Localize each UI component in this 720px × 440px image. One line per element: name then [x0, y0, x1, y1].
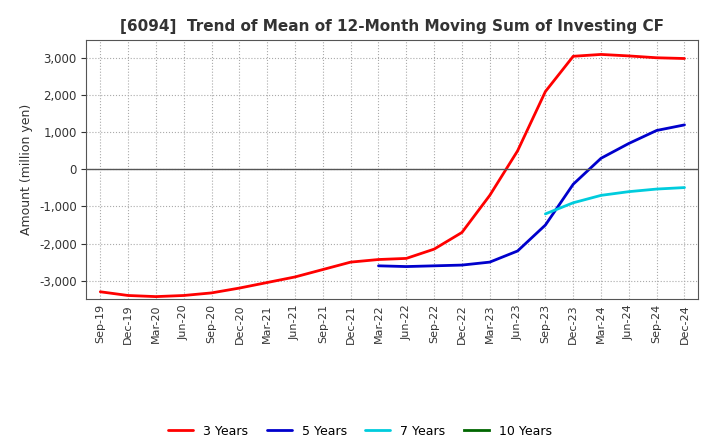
- 5 Years: [458, 262, 467, 268]
- 3 Years: [263, 280, 271, 285]
- Y-axis label: Amount (million yen): Amount (million yen): [20, 104, 33, 235]
- 3 Years: [680, 56, 689, 61]
- 3 Years: [569, 54, 577, 59]
- 3 Years: [207, 290, 216, 296]
- Legend: 3 Years, 5 Years, 7 Years, 10 Years: 3 Years, 5 Years, 7 Years, 10 Years: [163, 420, 557, 440]
- Line: 7 Years: 7 Years: [546, 187, 685, 214]
- Line: 5 Years: 5 Years: [379, 125, 685, 267]
- 7 Years: [680, 185, 689, 190]
- 3 Years: [235, 286, 243, 291]
- Title: [6094]  Trend of Mean of 12-Month Moving Sum of Investing CF: [6094] Trend of Mean of 12-Month Moving …: [120, 19, 665, 34]
- 3 Years: [374, 257, 383, 262]
- 5 Years: [374, 263, 383, 268]
- 3 Years: [513, 148, 522, 154]
- 7 Years: [569, 200, 577, 205]
- 5 Years: [624, 141, 633, 146]
- 3 Years: [318, 267, 327, 272]
- 7 Years: [541, 211, 550, 216]
- 3 Years: [541, 89, 550, 94]
- 3 Years: [485, 193, 494, 198]
- 3 Years: [96, 289, 104, 294]
- 7 Years: [652, 187, 661, 192]
- 5 Years: [569, 182, 577, 187]
- 3 Years: [291, 274, 300, 279]
- 3 Years: [652, 55, 661, 60]
- Line: 3 Years: 3 Years: [100, 55, 685, 297]
- 5 Years: [652, 128, 661, 133]
- 5 Years: [402, 264, 410, 269]
- 3 Years: [124, 293, 132, 298]
- 3 Years: [346, 260, 355, 265]
- 5 Years: [513, 248, 522, 253]
- 3 Years: [402, 256, 410, 261]
- 3 Years: [597, 52, 606, 57]
- 5 Years: [541, 222, 550, 227]
- 5 Years: [680, 122, 689, 128]
- 3 Years: [458, 230, 467, 235]
- 5 Years: [485, 260, 494, 265]
- 7 Years: [624, 189, 633, 194]
- 5 Years: [430, 263, 438, 268]
- 3 Years: [430, 246, 438, 252]
- 3 Years: [152, 294, 161, 299]
- 5 Years: [597, 156, 606, 161]
- 3 Years: [624, 53, 633, 59]
- 3 Years: [179, 293, 188, 298]
- 7 Years: [597, 193, 606, 198]
